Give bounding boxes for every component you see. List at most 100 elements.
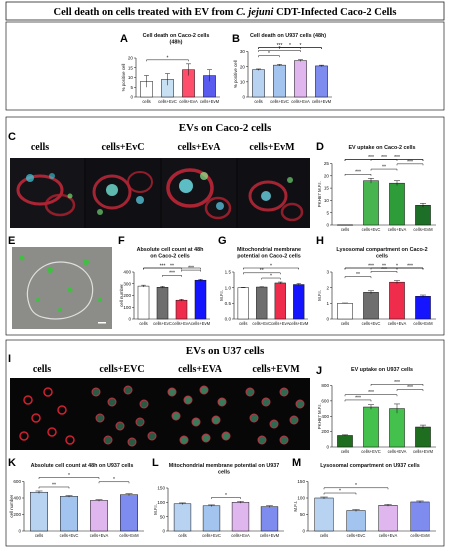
chart-f-title-line: on Caco-2 cells	[150, 254, 190, 260]
micro-u37-2	[91, 385, 157, 447]
chart-g-ytick-label: 1.5	[225, 270, 232, 275]
chart-a-ytick-label: 10	[128, 75, 134, 80]
chart-j-sig-label: ***	[394, 380, 400, 386]
chart-m-bar	[410, 501, 430, 532]
chart-f-sig-bracket	[181, 269, 201, 272]
chart-a-xtick-label: cells+EvA	[179, 99, 198, 104]
micro-u37-label-1: cells	[33, 364, 51, 375]
panel-letter-c: C	[8, 131, 16, 143]
micro-caco-panel: cells cells+EvC cells+EvA cells+EvM	[10, 142, 310, 228]
chart-a-ytick-label: 15	[128, 65, 134, 70]
chart-m-sig-label: *	[339, 488, 341, 494]
panel-letter-i: I	[8, 353, 11, 365]
chart-b-title-line: Cell death on U937 cells (48h)	[250, 33, 326, 39]
chart-h-sig-bracket	[344, 276, 372, 279]
chart-g-y-label: M.F.I.	[219, 290, 224, 301]
chart-b-sig-label: ***	[277, 43, 283, 49]
chart-m-ytick-label: 0	[302, 529, 305, 534]
chart-b-y-label: % positive cell	[233, 60, 238, 88]
chart-m-xtick-label: cells+EvA	[379, 533, 398, 538]
chart-h-bar	[415, 296, 431, 320]
micro-u37-panel: cells cells+EVC cells+EVA cells+EVM	[10, 364, 310, 450]
chart-g-title-line: potential on Caco-2 cells	[237, 254, 301, 260]
brightfield-backdrop	[12, 247, 112, 329]
chart-d-bar	[363, 180, 379, 226]
chart-k-sig-label: *	[68, 473, 70, 479]
micro-caco-label-3: cells+EvA	[178, 142, 222, 153]
chart-j-ytick-label: 800	[321, 383, 329, 388]
chart-l-title-line: Mitochondrial membrane potential on U937	[169, 463, 280, 469]
chart-d-ytick-label: 20	[324, 173, 330, 178]
panel-letter-e: E	[8, 235, 15, 247]
chart-f-bar	[137, 285, 150, 320]
chart-h-sig-label: ***	[381, 267, 387, 273]
chart-b-bar	[273, 64, 286, 98]
chart-m-bar	[346, 510, 366, 532]
panel-letter-b: B	[232, 33, 240, 45]
chart-g-sig-label: *	[270, 263, 272, 269]
chart-d-bar	[337, 224, 353, 226]
chart-f-sig-label: **	[170, 263, 174, 269]
chart-d-title-line: EV uptake on Caco-2 cells	[348, 145, 415, 151]
chart-k-sig-bracket	[98, 481, 130, 484]
chart-f-bar	[175, 299, 188, 320]
chart-d-bar	[415, 205, 431, 226]
chart-h-sig-label: **	[356, 272, 360, 278]
chart-d-ytick-label: 5	[326, 210, 329, 215]
chart-m-bar	[314, 497, 334, 532]
chart-j-sig-label: ***	[368, 390, 374, 396]
chart-d-sig-label: ***	[407, 159, 413, 165]
chart-m-ytick-label: 50	[300, 512, 306, 517]
section-u37-title: EVs on U37 cells	[186, 345, 265, 357]
chart-l-bar	[202, 505, 221, 532]
chart-l-bar	[260, 506, 279, 532]
chart-b-bar	[294, 60, 307, 98]
chart-m-bar	[378, 505, 398, 532]
chart-a-ytick-label: 5	[130, 85, 133, 90]
panel-letter-h: H	[316, 235, 324, 247]
chart-h-ytick-label: 2	[326, 285, 329, 290]
chart-g-sig-label: *	[270, 273, 272, 279]
chart-k-bar	[60, 496, 78, 532]
micro-caco-3	[162, 158, 236, 228]
chart-l-xtick-label: cells+EvC	[202, 533, 221, 538]
panel-letter-a: A	[120, 33, 128, 45]
micro-u37-label-2: cells+EVC	[99, 364, 144, 375]
section-u37-box	[5, 339, 445, 547]
chart-d-y-label: PKH67 M.F.I.	[317, 181, 322, 207]
chart-b: Cell death on U937 cells (48h) 0 10 20 30 % p…	[233, 33, 332, 104]
chart-b-bar	[315, 65, 328, 98]
chart-k-y-label: cell number	[9, 494, 14, 517]
chart-m-y-label: M.F.I.	[293, 501, 298, 512]
chart-a: Cell death on Caco-2 cells(48h) 0 5 10 15 20%…	[121, 33, 220, 104]
micro-caco-label-4: cells+EvM	[249, 142, 295, 153]
chart-l-ytick-label: 100	[157, 500, 165, 505]
chart-b-sig-bracket	[258, 55, 280, 58]
chart-f-sig-label: ***	[188, 265, 194, 271]
chart-h-ytick-label: 3	[326, 270, 329, 275]
chart-d-sig-label: ***	[394, 155, 400, 161]
chart-h-bar	[363, 292, 379, 320]
chart-g-xtick-label: cells+EvC	[252, 321, 271, 326]
chart-d-sig-label: ***	[381, 155, 387, 161]
chart-m-xtick-label: cells+EvC	[347, 533, 366, 538]
chart-b-sig-bracket	[258, 47, 301, 49]
chart-b-xtick-label: cells	[254, 99, 262, 104]
section-caco-title: EVs on Caco-2 cells	[179, 122, 272, 134]
chart-l-xtick-label: cells+EvM	[260, 533, 280, 538]
chart-g-bar	[293, 284, 305, 320]
chart-k-xtick-label: cells+EvM	[119, 533, 139, 538]
chart-f-ytick-label: 100	[123, 305, 131, 310]
chart-l-bar	[231, 502, 250, 532]
chart-k-xtick-label: cells+EvA	[90, 533, 109, 538]
section-caco-box	[5, 116, 445, 336]
chart-a-title-line: (48h)	[170, 40, 183, 46]
chart-a-xtick-label: cells	[142, 99, 150, 104]
chart-a-ytick-label: 0	[130, 95, 133, 100]
micro-caco-1	[10, 158, 84, 228]
chart-k-ytick-label: 200	[13, 512, 21, 517]
chart-f-title-line: Absolute cell count at 48h	[137, 247, 204, 253]
chart-l-bar	[173, 503, 192, 532]
chart-a-sig-label: *	[167, 55, 169, 61]
